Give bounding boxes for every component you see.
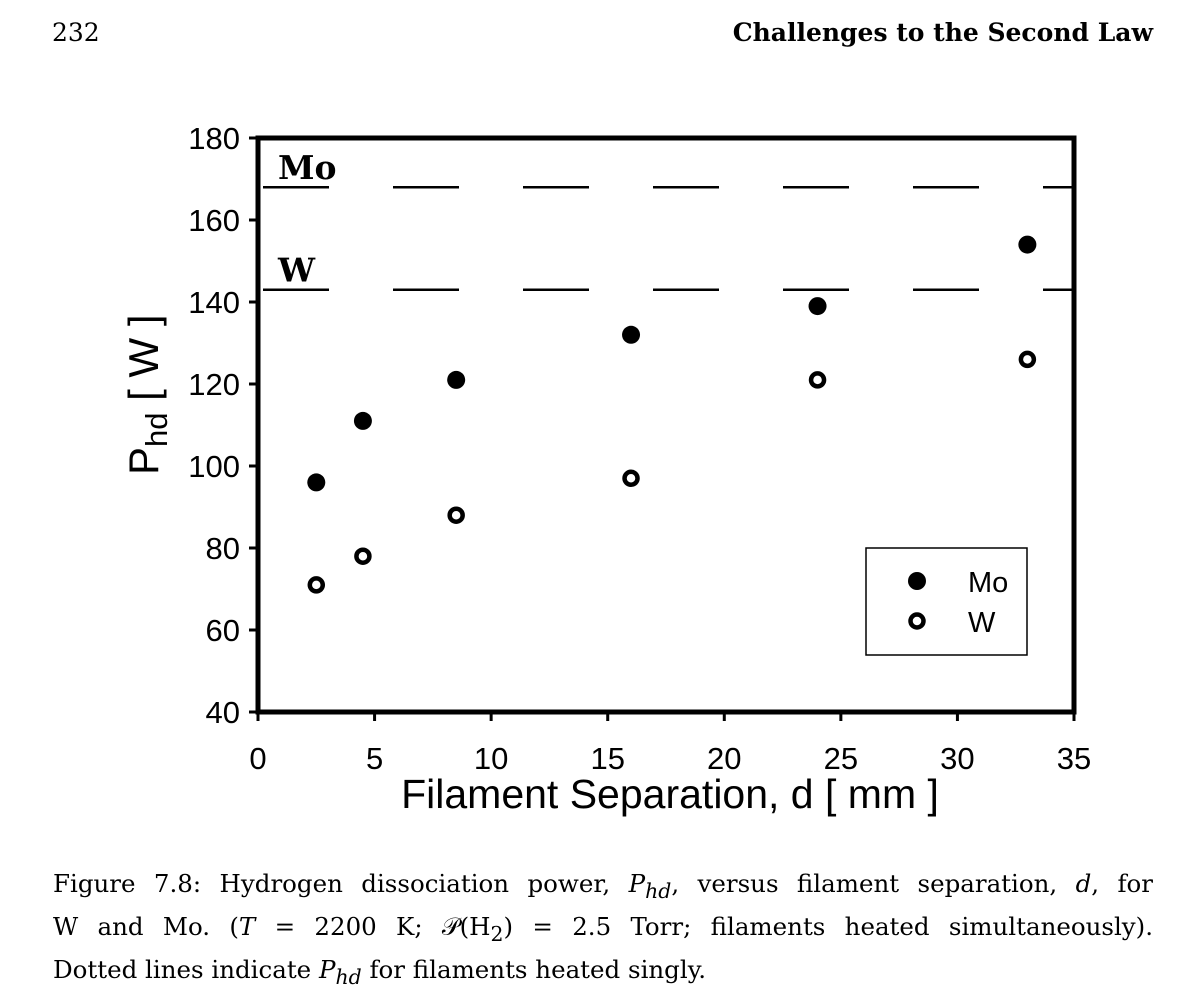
x-tick-label: 15 — [590, 741, 624, 776]
data-point-w — [447, 506, 465, 524]
legend-label: Mo — [968, 567, 1008, 599]
page-number: 232 — [52, 18, 100, 47]
running-title: Challenges to the Second Law — [732, 18, 1153, 47]
y-tick-label: 140 — [188, 285, 240, 320]
data-point-w — [1018, 350, 1037, 369]
y-tick-label: 160 — [188, 203, 240, 238]
x-tick-label: 0 — [249, 741, 266, 776]
x-tick-label: 30 — [940, 741, 974, 776]
reference-line-label: W — [277, 251, 316, 290]
caption-line-2: W and Mo. (T = 2200 K; 𝒫(H2) = 2.5 Torr;… — [53, 911, 1153, 946]
data-point-mo — [1018, 235, 1037, 254]
y-tick-label: 120 — [188, 367, 240, 402]
y-tick-label: 80 — [206, 531, 240, 566]
x-tick-label: 10 — [474, 741, 508, 776]
plot-frame — [255, 135, 1077, 715]
y-tick-label: 180 — [188, 121, 240, 156]
data-point-mo — [447, 370, 466, 389]
scatter-chart: 40 60 80 100 120 140 160 180 0 5 10 15 20 25 30 35 Filam… — [120, 121, 1091, 817]
data-point-mo — [307, 473, 326, 492]
caption-line-3: Dotted lines indicate Phd for filaments … — [53, 954, 707, 989]
x-tick-label: 35 — [1057, 741, 1091, 776]
data-point-mo — [808, 297, 827, 316]
x-tick-label: 20 — [707, 741, 741, 776]
data-point-mo — [622, 325, 641, 344]
legend-marker — [908, 572, 926, 590]
data-point-w — [307, 576, 326, 594]
y-axis-label: Phd [ W ] — [120, 315, 174, 476]
data-point-w — [808, 371, 827, 389]
y-tick-label: 40 — [206, 695, 240, 730]
reference-line-label: Mo — [278, 148, 337, 187]
data-point-w — [622, 469, 640, 488]
legend-label: W — [968, 607, 996, 639]
x-axis-label: Filament Separation, d [ mm ] — [401, 771, 939, 817]
legend-box — [865, 547, 1028, 656]
data-point-mo — [353, 411, 372, 430]
y-tick-label: 100 — [188, 449, 240, 484]
x-tick-label: 25 — [824, 741, 858, 776]
figure-caption: Figure 7.8: Hydrogen dissociation power,… — [53, 866, 1153, 995]
x-tick-label: 5 — [366, 741, 383, 776]
y-tick-label: 60 — [206, 613, 240, 648]
data-point-w — [354, 547, 372, 565]
legend-marker — [908, 612, 926, 630]
caption-line-1: Figure 7.8: Hydrogen dissociation power,… — [53, 869, 1154, 903]
